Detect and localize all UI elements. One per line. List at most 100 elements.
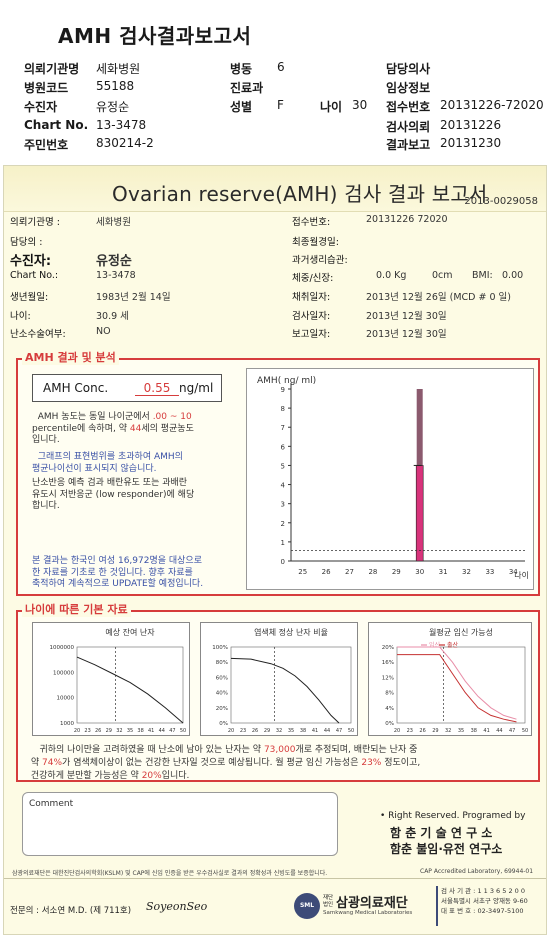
- ward-value: 6: [277, 60, 285, 74]
- specialist-text: 전문의 : 서소연 M.D. (제 711호): [10, 906, 132, 916]
- summary-eggs: 73,000: [263, 745, 296, 755]
- lab-info: 검 사 기 관 : 1 1 3 6 5 2 0 0 서울특별시 서초구 양재동 …: [441, 886, 528, 916]
- amh-chart-box: AMH( ng/ ml) 0 1 2 3 4 5 6 7 8 9 25 26 27 28 29 30 31 32 33…: [246, 368, 534, 590]
- normal-x-tick-label: 26: [252, 728, 258, 734]
- lab-name: 삼광의료재단: [336, 896, 408, 911]
- preg-series-line: [397, 646, 517, 720]
- request-label: 검사의뢰: [386, 120, 431, 134]
- summary-b: 개로 추정되며, 배란되는 난자 중: [295, 745, 418, 755]
- p1-text-a: AMH 농도는 동일 나이군에서: [37, 412, 150, 422]
- r-patient-label: 수진자:: [10, 254, 52, 269]
- amh-y-tick-label: 7: [281, 424, 285, 432]
- r-history-label: 과거생리습관:: [292, 255, 348, 266]
- amh-patient-bar: [415, 465, 424, 562]
- chart-value: 13-3478: [96, 118, 147, 132]
- sex-label: 성별: [230, 100, 253, 114]
- r-lmp-label: 최종월경일:: [292, 237, 339, 248]
- eggs-x-tick-label: 41: [148, 728, 154, 734]
- p2-text-b: 평균나이선이 표시되지 않습니다.: [32, 463, 157, 474]
- basic-data-section: 예상 잔여 난자 1000000 100000 10000 1000 20 23 26 29 32…: [16, 610, 540, 782]
- amh-x-axis-label: 나이: [514, 570, 529, 580]
- institute-2: 함춘 불임·유전 연구소: [390, 842, 503, 856]
- r-receipt-label: 접수번호:: [292, 217, 331, 228]
- comment-box: Comment: [22, 792, 338, 856]
- amh-x-tick-label: 32: [462, 568, 471, 576]
- eggs-x-tick-label: 32: [116, 728, 122, 734]
- amh-x-tick-label: 25: [298, 568, 307, 576]
- lab-name-en: Samkwang Medical Laboratories: [323, 910, 413, 916]
- pregnancy-chart-box: 월평균 임신 가능성 20% 16% 12% 8% 4% 0% 20 23 26 29 32 35 38 4…: [368, 622, 532, 736]
- r-receipt-value: 20131226 72020: [366, 214, 448, 225]
- normal-y-tick-label: 40%: [216, 691, 228, 697]
- normal-x-tick-label: 50: [348, 728, 354, 734]
- normal-y-tick-label: 80%: [216, 660, 228, 666]
- amh-y-tick-label: 4: [281, 482, 286, 490]
- eggs-y-tick-label: 1000000: [50, 645, 75, 651]
- preg-y-tick-label: 12%: [382, 675, 394, 681]
- amh-y-tick-label: 6: [281, 443, 286, 451]
- summary-a: 귀하의 나이만을 고려하였을 때 난소에 남아 있는 난자는 약: [39, 745, 262, 755]
- preg-y-tick-label: 16%: [382, 660, 394, 666]
- header-row-4: Chart No. 13-3478 검사의뢰 20131226: [0, 118, 550, 136]
- normal-x-tick-label: 38: [300, 728, 306, 734]
- p1-range: .00 ~ 10: [152, 412, 192, 422]
- preg-plot-frame: [396, 646, 526, 724]
- r-age-value: 30.9 세: [96, 311, 129, 322]
- p3-text-a: 난소반응 예측 검과 배란유도 또는 과배란: [32, 478, 188, 488]
- clinical-label: 임상정보: [386, 81, 431, 95]
- remaining-eggs-chart-box: 예상 잔여 난자 1000000 100000 10000 1000 20 23 26 29 32…: [32, 622, 190, 736]
- normal-x-tick-label: 20: [228, 728, 234, 734]
- hospital-value: 세화병원: [96, 62, 141, 76]
- p1-text-c: 세의 평균농도: [141, 423, 194, 434]
- hospital-label: 의뢰기관명: [24, 62, 80, 76]
- amh-x-tick-label: 28: [368, 568, 377, 576]
- lab-info-2: 서울특별시 서초구 양재동 9-60: [441, 897, 528, 905]
- ward-label: 병동: [230, 62, 253, 76]
- r-height-value: 0cm: [432, 270, 453, 281]
- preg-x-tick-label: 20: [394, 728, 400, 734]
- receipt-value: 20131226-72020: [440, 98, 544, 112]
- patient-label: 수진자: [24, 100, 58, 114]
- r-bmi-label: BMI:: [472, 270, 493, 281]
- signature: SoyeonSeo: [146, 900, 208, 913]
- amh-y-tick-label: 1: [281, 539, 285, 547]
- eggs-x-tick-label: 29: [106, 728, 112, 734]
- rrn-value: 830214-2: [96, 136, 154, 150]
- lab-logo-icon: SML: [294, 893, 320, 919]
- summary-preg: 23%: [361, 758, 382, 768]
- preg-x-tick-label: 35: [458, 728, 464, 734]
- p1-age: 44: [129, 423, 142, 434]
- preg-y-tick-label: 0%: [385, 721, 394, 727]
- preg-x-tick-label: 23: [407, 728, 413, 734]
- eggs-x-tick-label: 26: [95, 728, 101, 734]
- age-value: 30: [352, 98, 368, 112]
- amh-result-section: AMH Conc. 0.55 ng/ml AMH 농도는 동일 나이군에서 .0…: [16, 358, 540, 596]
- lab-small-label: 재단법인: [323, 895, 334, 908]
- amh-conc-value: 0.55: [135, 381, 179, 396]
- report-label: 결과보고: [386, 138, 431, 152]
- footer-divider: [4, 878, 546, 879]
- r-report-value: 2013년 12월 30일: [366, 329, 447, 340]
- comment-label: Comment: [29, 799, 74, 809]
- eggs-x-tick-label: 44: [159, 728, 165, 734]
- amh-x-tick-label: 30: [415, 568, 424, 576]
- analysis-paragraph-2: 그래프의 표현범위를 초과하여 AMH의 평균나이선이 표시되지 않습니다.: [32, 452, 232, 475]
- normal-y-tick-label: 0%: [219, 721, 228, 727]
- normal-series-line: [230, 657, 340, 724]
- preg-y-tick-label: 8%: [385, 691, 394, 697]
- header-row-2: 병원코드 55188 진료과 임상정보: [0, 79, 550, 97]
- normal-x-tick-label: 41: [312, 728, 318, 734]
- preg-x-tick-label: 38: [471, 728, 477, 734]
- lab-info-1: 검 사 기 관 : 1 1 3 6 5 2 0 0: [441, 887, 525, 895]
- preg-legend-label: 임신: [429, 641, 440, 649]
- amh-conc-label: AMH Conc.: [43, 381, 109, 395]
- r-body-label: 체중/신장:: [292, 273, 334, 284]
- amh-section-tag: AMH 결과 및 분석: [22, 349, 119, 365]
- p3-text-c: 합니다.: [32, 501, 60, 511]
- analysis-paragraph-3: 난소반응 예측 검과 배란유도 또는 과배란 유도시 저반응군 (low res…: [32, 478, 232, 513]
- amh-y-tick-label: 9: [281, 386, 285, 394]
- amh-y-tick-label: 0: [281, 558, 285, 566]
- r-patient-row: 수진자: 유정순: [10, 250, 270, 269]
- eggs-plot-frame: [76, 646, 184, 724]
